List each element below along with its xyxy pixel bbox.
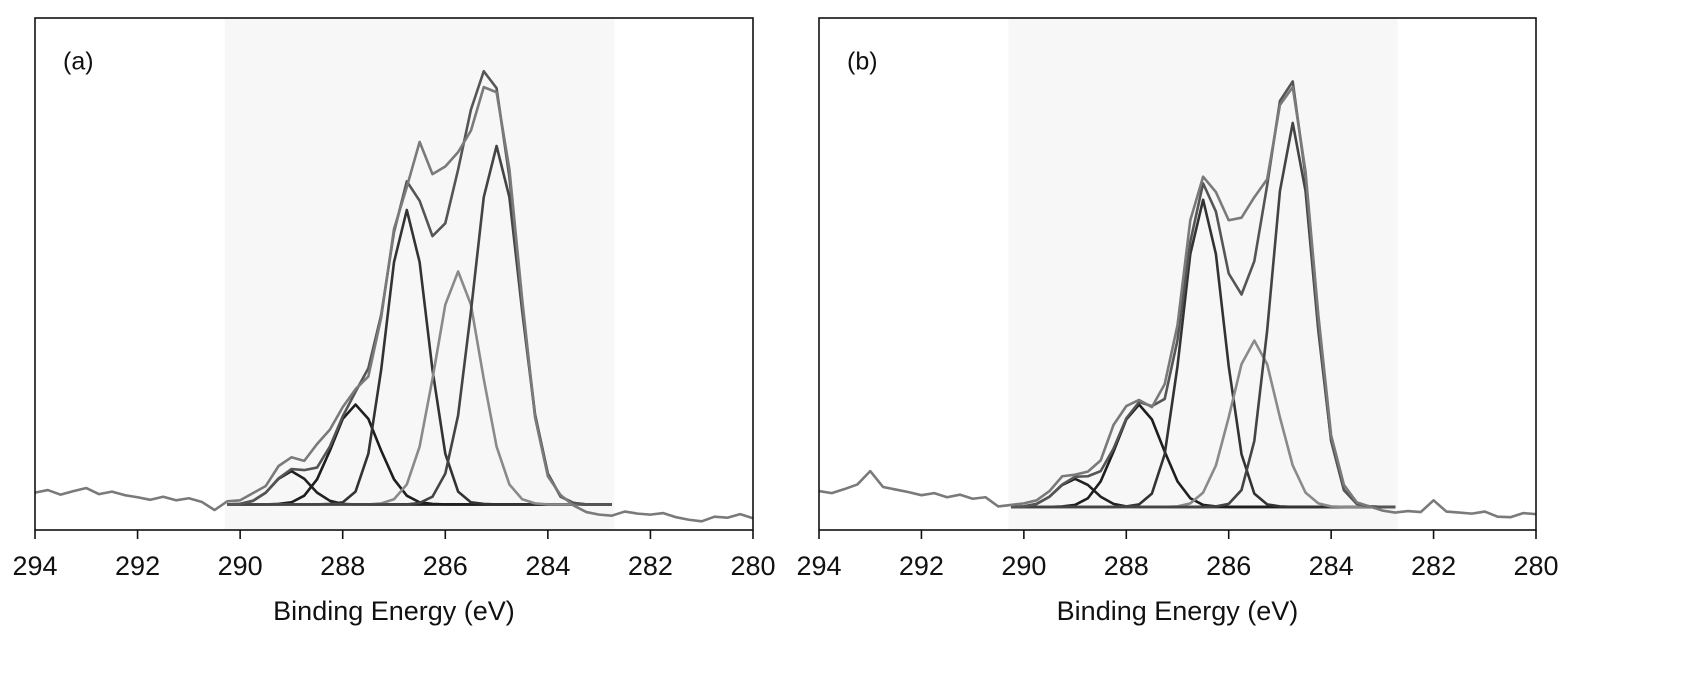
x-tick-label: 288 (1104, 551, 1149, 581)
x-tick-label: 292 (115, 551, 160, 581)
x-tick-label: 292 (899, 551, 944, 581)
x-axis-label: Binding Energy (eV) (1057, 596, 1299, 626)
x-tick-label: 280 (730, 551, 775, 581)
x-tick-label: 284 (525, 551, 570, 581)
x-tick-label: 282 (1411, 551, 1456, 581)
x-tick-label: 294 (12, 551, 57, 581)
x-tick-label: 290 (218, 551, 263, 581)
plot-frame (818, 17, 1537, 531)
panel-label: (a) (63, 48, 94, 76)
x-tick-label: 280 (1513, 551, 1558, 581)
x-tick-label: 290 (1001, 551, 1046, 581)
x-tick-label: 284 (1309, 551, 1354, 581)
shaded-region (1008, 18, 1398, 530)
plot-frame (34, 17, 754, 531)
x-tick-label: 294 (796, 551, 841, 581)
spectrum-line (34, 85, 754, 523)
x-tick-label: 288 (320, 551, 365, 581)
spectrum-line (818, 85, 1537, 519)
shaded-region (224, 18, 615, 530)
x-tick-label: 282 (628, 551, 673, 581)
panel-label: (b) (847, 48, 878, 76)
x-tick-label: 286 (1206, 551, 1251, 581)
x-tick-label: 286 (423, 551, 468, 581)
x-axis-label: Binding Energy (eV) (273, 596, 515, 626)
